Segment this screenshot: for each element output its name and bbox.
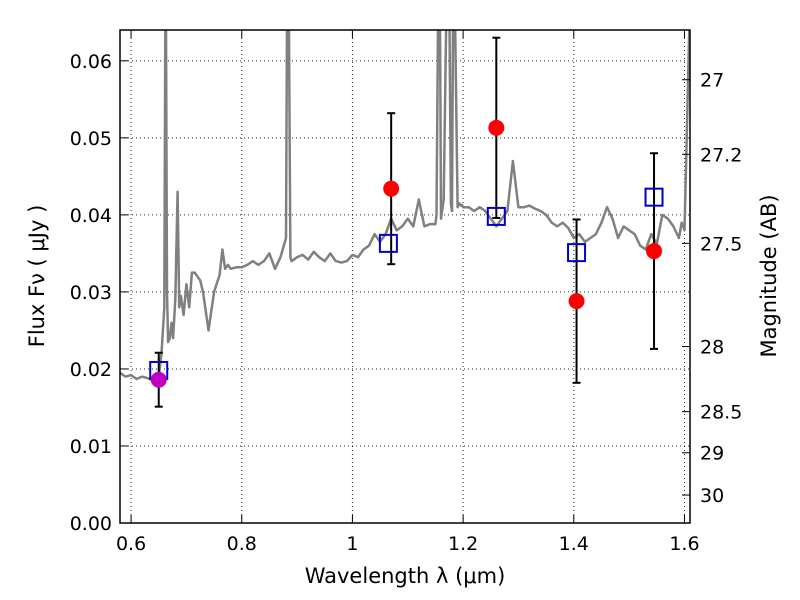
y-axis-title: Flux Fν ( μJy ) bbox=[25, 205, 49, 348]
y-axis-ticks: 0.00 0.01 0.02 0.03 0.04 0.05 0.06 bbox=[70, 51, 128, 535]
right-tick-label: 28.5 bbox=[700, 402, 742, 424]
observed-circle-marker bbox=[383, 180, 400, 197]
model-spectrum-line bbox=[120, 30, 690, 382]
x-tick-label: 0.6 bbox=[116, 533, 146, 555]
observed-circle-marker bbox=[150, 371, 167, 388]
right-tick-label: 27 bbox=[700, 70, 724, 92]
x-tick-label: 1 bbox=[346, 533, 358, 555]
y-tick-label: 0.00 bbox=[70, 513, 112, 535]
y-tick-label: 0.01 bbox=[70, 436, 112, 458]
right-tick-label: 28 bbox=[700, 337, 724, 359]
right-axis-ticks: 27 27.2 27.5 28 28.5 29 30 bbox=[682, 70, 742, 507]
model-square-marker bbox=[378, 233, 398, 253]
x-tick-label: 1.2 bbox=[448, 533, 478, 555]
y-tick-label: 0.04 bbox=[70, 205, 112, 227]
x-axis-ticks: 0.6 0.8 1 1.2 1.4 1.6 bbox=[116, 30, 700, 555]
x-tick-label: 1.4 bbox=[559, 533, 589, 555]
model-square-marker bbox=[644, 187, 664, 207]
observed-circle-marker bbox=[488, 119, 505, 136]
observed-circle-marker bbox=[568, 293, 585, 310]
x-axis-title: Wavelength λ (μm) bbox=[305, 564, 506, 588]
grid-lines bbox=[120, 30, 690, 524]
model-photometry-points bbox=[149, 187, 664, 380]
x-tick-label: 0.8 bbox=[227, 533, 257, 555]
plot-frame bbox=[119, 29, 691, 524]
y-tick-label: 0.06 bbox=[70, 51, 112, 73]
right-tick-label: 30 bbox=[700, 485, 724, 507]
right-tick-label: 27.2 bbox=[700, 144, 742, 166]
y-tick-label: 0.05 bbox=[70, 128, 112, 150]
model-square-marker bbox=[567, 243, 587, 263]
y-tick-label: 0.03 bbox=[70, 282, 112, 304]
observed-circle-marker bbox=[646, 243, 663, 260]
right-tick-label: 29 bbox=[700, 443, 724, 465]
right-tick-label: 27.5 bbox=[700, 233, 742, 255]
x-tick-label: 1.6 bbox=[669, 533, 699, 555]
model-square-marker bbox=[486, 206, 506, 226]
observed-photometry-points bbox=[150, 119, 663, 388]
y-tick-label: 0.02 bbox=[70, 359, 112, 381]
right-axis-title: Magnitude (AB) bbox=[757, 194, 781, 357]
